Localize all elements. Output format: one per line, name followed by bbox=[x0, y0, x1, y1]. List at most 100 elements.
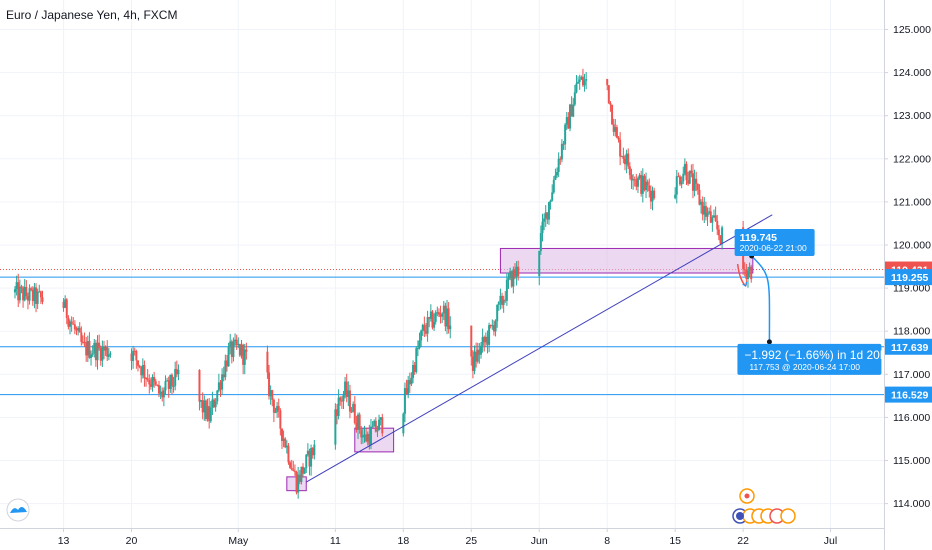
candle-body bbox=[497, 302, 500, 305]
candle-body bbox=[230, 341, 233, 358]
price-axis[interactable]: 125.000 124.000 123.000 122.000 121.000 120.0… bbox=[884, 0, 932, 550]
price-label[interactable] bbox=[885, 338, 932, 355]
price-tick-label: 124.000 bbox=[893, 67, 931, 79]
candle-body bbox=[170, 374, 173, 386]
candle-body bbox=[575, 83, 578, 93]
candle-body bbox=[570, 104, 573, 117]
candle-body bbox=[437, 312, 440, 315]
candle-body bbox=[622, 156, 625, 159]
candle-body bbox=[745, 270, 748, 280]
candle-body bbox=[96, 342, 99, 361]
candle-body bbox=[640, 175, 643, 194]
candle-body bbox=[585, 79, 588, 81]
candle-body bbox=[641, 175, 644, 194]
candle-body bbox=[269, 390, 272, 397]
candle-body bbox=[687, 180, 690, 184]
candle-body bbox=[750, 266, 753, 280]
candle-body bbox=[713, 215, 715, 218]
candle-body bbox=[572, 104, 575, 117]
candle-body bbox=[580, 76, 583, 80]
candle-body bbox=[402, 413, 405, 434]
candle-body bbox=[381, 417, 384, 434]
forecast-start-callout[interactable] bbox=[734, 228, 815, 256]
candle-body bbox=[271, 390, 274, 400]
trendline-group[interactable] bbox=[306, 214, 773, 483]
candles bbox=[14, 68, 753, 499]
candle-body bbox=[481, 337, 484, 346]
candle-body bbox=[484, 336, 487, 343]
price-label[interactable] bbox=[885, 386, 932, 403]
candle-body bbox=[486, 336, 489, 345]
forecast-curve[interactable] bbox=[751, 255, 771, 342]
price-label[interactable] bbox=[885, 269, 932, 286]
candle-body bbox=[279, 410, 282, 429]
candle-body bbox=[25, 286, 28, 297]
price-tick-label: 123.000 bbox=[893, 110, 931, 122]
candle-body bbox=[159, 391, 162, 394]
candle-body bbox=[651, 190, 654, 202]
candle-body bbox=[646, 181, 649, 186]
candle-body bbox=[204, 400, 207, 420]
candle-body bbox=[675, 176, 678, 195]
time-tick-label: 20 bbox=[126, 535, 138, 547]
event-icons[interactable] bbox=[6, 488, 796, 524]
candle-body bbox=[282, 438, 285, 441]
candle-body bbox=[293, 470, 296, 472]
time-tick-label: Jun bbox=[531, 535, 548, 547]
candle-body bbox=[38, 291, 41, 293]
candle-body bbox=[146, 378, 149, 380]
candle-body bbox=[344, 381, 347, 395]
candle-body bbox=[365, 434, 368, 442]
candle-body bbox=[568, 104, 571, 129]
candle-body bbox=[475, 351, 478, 362]
candle-body bbox=[151, 377, 154, 387]
candle-body bbox=[36, 291, 39, 304]
resistance-zone[interactable] bbox=[499, 247, 754, 274]
candle-body bbox=[35, 287, 38, 304]
forecast-end-dot[interactable] bbox=[766, 339, 772, 345]
event-icon[interactable] bbox=[780, 508, 796, 524]
candle-body bbox=[441, 313, 444, 317]
candle-body bbox=[277, 406, 280, 411]
forecast-start-time: 2020-06-22 21:00 bbox=[740, 243, 807, 253]
candle-body bbox=[501, 295, 504, 305]
candle-body bbox=[517, 266, 520, 277]
time-axis[interactable]: 13 20 May 11 18 25 Jun 8 15 22 Jul bbox=[0, 528, 884, 550]
horizontal-lines[interactable] bbox=[0, 269, 884, 396]
candle-body bbox=[577, 81, 580, 84]
candle-body bbox=[496, 304, 499, 322]
price-tick-label: 116.000 bbox=[893, 412, 930, 424]
candle-body bbox=[287, 445, 290, 463]
candle-body bbox=[721, 227, 724, 244]
candle-body bbox=[175, 369, 178, 375]
candle-body bbox=[224, 360, 227, 378]
candle-body bbox=[648, 185, 651, 191]
forecast-end-callout[interactable] bbox=[737, 343, 882, 375]
candle-body bbox=[549, 200, 552, 203]
candle-body bbox=[268, 372, 271, 397]
forecast-start-price: 119.745 bbox=[740, 232, 778, 244]
candle-body bbox=[628, 166, 631, 176]
candle-body bbox=[653, 190, 656, 199]
candle-body bbox=[630, 175, 633, 181]
candle-body bbox=[342, 394, 345, 402]
candle-body bbox=[232, 341, 235, 358]
zones[interactable] bbox=[286, 247, 754, 492]
candle-body bbox=[297, 474, 300, 493]
candle-body bbox=[635, 179, 638, 187]
candle-body bbox=[494, 321, 497, 332]
candle-body bbox=[581, 76, 584, 86]
candle-body bbox=[245, 349, 248, 352]
time-tick-label: 11 bbox=[330, 535, 341, 547]
candle-body bbox=[418, 340, 421, 349]
candle-body bbox=[156, 384, 159, 386]
time-tick-label: 13 bbox=[58, 535, 70, 547]
candle-body bbox=[703, 205, 706, 215]
trendline[interactable] bbox=[306, 214, 773, 483]
candle-body bbox=[543, 218, 546, 222]
candle-body bbox=[290, 467, 293, 470]
candle-body bbox=[513, 269, 516, 277]
candle-body bbox=[685, 163, 688, 181]
